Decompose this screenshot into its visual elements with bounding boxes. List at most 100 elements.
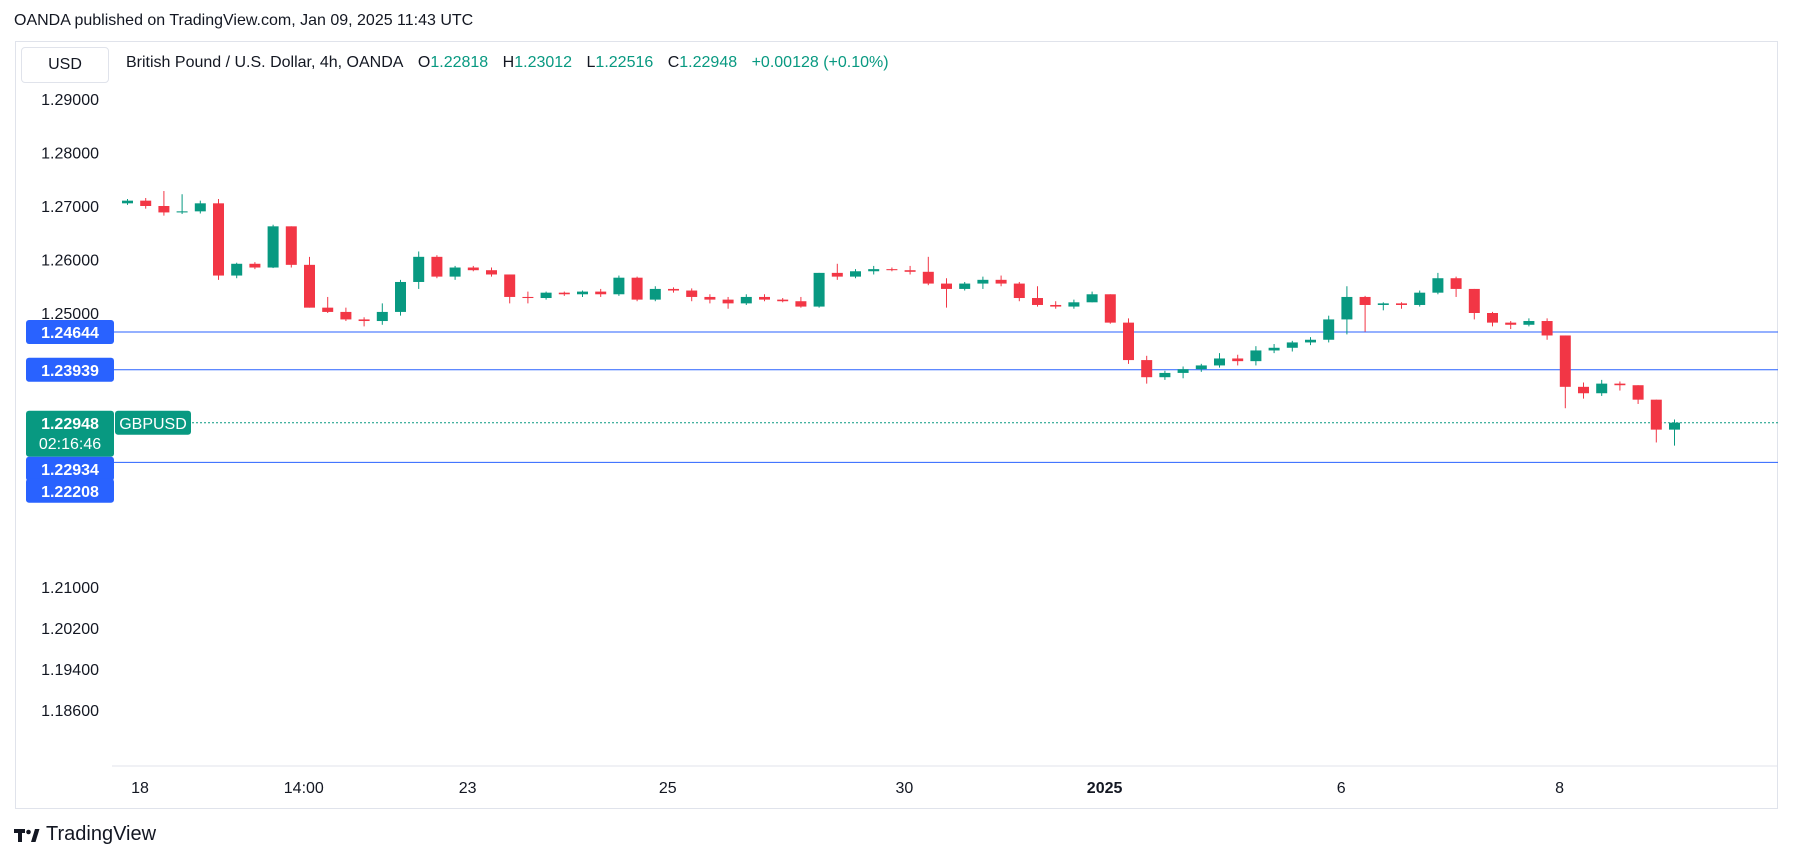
candle-body: [1650, 399, 1662, 430]
legend-change: +0.00128 (+0.10%): [751, 54, 889, 71]
candle-body: [1396, 303, 1407, 305]
candle-body: [941, 283, 952, 289]
legend-high-label: H: [502, 54, 515, 71]
candle-body: [158, 206, 170, 213]
candle-body: [795, 301, 807, 307]
candle-body: [413, 256, 425, 282]
candle-body: [1123, 322, 1134, 361]
tradingview-logo[interactable]: TradingView: [14, 823, 156, 846]
legend-open-label: O: [417, 54, 431, 71]
candle-body: [1341, 296, 1353, 320]
candle-body: [995, 279, 1007, 284]
candle-body: [1250, 350, 1262, 362]
current-price-tag: 1.22948: [41, 416, 99, 433]
candle-body: [1450, 278, 1462, 289]
candle-body: [1614, 383, 1626, 386]
candle-body: [1487, 313, 1498, 323]
level-lines[interactable]: [112, 331, 1778, 463]
candle-body: [376, 311, 388, 322]
candle-body: [194, 203, 206, 212]
price-tags: 1.24644 1.23939 1.22948 02:16:46 GBPUSD 1.229…: [26, 320, 191, 503]
candle-body: [649, 288, 661, 300]
x-tick-label: 25: [659, 780, 677, 797]
candle-body: [431, 256, 443, 277]
candle-body: [340, 311, 352, 320]
x-tick-label: 6: [1337, 780, 1346, 797]
candle-body: [176, 211, 188, 213]
tradingview-wordmark: TradingView: [46, 823, 157, 845]
y-tick-label: 1.26000: [41, 253, 99, 270]
candle-body: [304, 264, 315, 308]
y-tick-label: 1.20200: [41, 621, 99, 638]
candle-body: [249, 263, 261, 268]
candle-body: [1195, 365, 1207, 370]
candle-body: [1286, 342, 1298, 348]
y-axis: 1.29000 1.28000 1.27000 1.26000 1.25000 1.210…: [41, 92, 99, 720]
candle-body: [449, 267, 461, 277]
candle-body: [1468, 288, 1480, 313]
tradingview-logo-icon: [14, 828, 40, 842]
candle-body: [1523, 321, 1535, 325]
candle-body: [631, 277, 643, 300]
symbol-tag-bg: [115, 410, 191, 435]
x-tick-label: 14:00: [284, 780, 324, 797]
candle-body: [1359, 296, 1371, 305]
candle-body: [522, 296, 534, 299]
candle-body: [1268, 347, 1280, 351]
candle-body: [140, 200, 152, 206]
candle-body: [285, 226, 297, 265]
bar-countdown: 02:16:46: [39, 436, 101, 453]
candle-body: [395, 281, 406, 312]
candle-body: [1541, 321, 1553, 336]
candle-body: [704, 296, 716, 300]
symbol-legend: British Pound / U.S. Dollar, 4h, OANDA O…: [126, 54, 889, 72]
candle-body: [1669, 422, 1680, 430]
candle-body: [1068, 302, 1080, 307]
candle-body: [1578, 386, 1589, 394]
legend-title: British Pound / U.S. Dollar, 4h, OANDA: [126, 54, 404, 71]
candle-body: [558, 292, 570, 295]
candle-body: [740, 296, 752, 304]
candle-body: [267, 226, 279, 268]
candle-body: [122, 200, 133, 204]
candle-body: [813, 272, 825, 307]
chart-frame: [15, 41, 1778, 809]
candle-body: [1323, 319, 1335, 340]
level-tag-bg: [26, 478, 114, 503]
candle-body: [959, 283, 971, 289]
x-tick-label: 2025: [1087, 780, 1123, 797]
candle-body: [1159, 372, 1171, 378]
level-tag: 1.22208: [41, 484, 99, 501]
candle-body: [1305, 339, 1316, 343]
candle-body: [540, 292, 552, 299]
candle-body: [868, 269, 880, 272]
legend-close-label: C: [667, 54, 680, 71]
legend-open-value: 1.22818: [430, 54, 489, 71]
y-tick-label: 1.29000: [41, 92, 99, 109]
candle-body: [1414, 292, 1426, 305]
candle-body: [322, 307, 334, 312]
candle-body: [1232, 358, 1244, 362]
legend-close-value: 1.22948: [679, 54, 738, 71]
x-tick-label: 18: [131, 780, 149, 797]
candle-body: [1377, 303, 1389, 305]
candle-body: [1596, 383, 1608, 394]
candle-body: [1559, 335, 1571, 387]
y-tick-label: 1.19400: [41, 662, 99, 679]
candle-body: [1104, 294, 1116, 323]
candle-body: [577, 291, 588, 295]
currency-button[interactable]: USD: [21, 47, 109, 83]
candle-body: [504, 274, 516, 297]
candle-body: [1505, 322, 1517, 325]
symbol-tag: GBPUSD: [119, 416, 187, 433]
x-tick-label: 8: [1555, 780, 1564, 797]
candle-body: [977, 279, 989, 284]
candle-body: [1214, 358, 1225, 366]
candle-body: [467, 267, 479, 271]
x-tick-label: 23: [459, 780, 477, 797]
candle-body: [1032, 298, 1043, 305]
y-tick-label: 1.27000: [41, 199, 99, 216]
candle-body: [777, 299, 789, 302]
candles[interactable]: [122, 191, 1680, 446]
